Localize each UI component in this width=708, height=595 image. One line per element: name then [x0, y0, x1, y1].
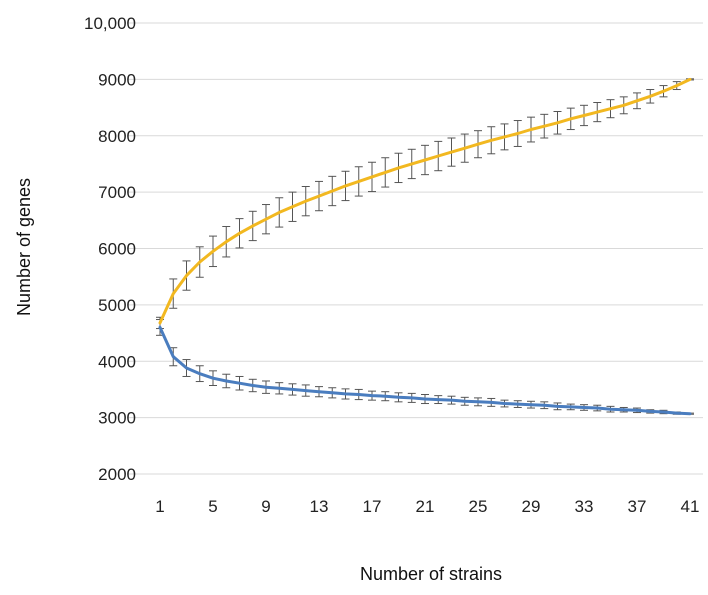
x-tick-label: 5 [208, 497, 217, 516]
x-tick-label: 37 [628, 497, 647, 516]
x-tick-label: 25 [469, 497, 488, 516]
x-tick-label: 29 [522, 497, 541, 516]
y-tick-label: 7000 [98, 183, 136, 202]
x-tick-label: 13 [310, 497, 329, 516]
x-tick-label: 17 [363, 497, 382, 516]
y-tick-label: 10,000 [84, 14, 136, 33]
x-tick-label: 41 [681, 497, 700, 516]
x-tick-label: 33 [575, 497, 594, 516]
x-tick-labels: 1 5 9 13 17 21 25 29 33 37 41 [155, 497, 699, 516]
y-tick-label: 6000 [98, 240, 136, 259]
x-tick-label: 21 [416, 497, 435, 516]
x-tick-label: 9 [261, 497, 270, 516]
pan-genome-line [158, 77, 692, 325]
y-tick-label: 8000 [98, 127, 136, 146]
y-tick-label: 4000 [98, 352, 136, 371]
y-tick-label: 9000 [98, 70, 136, 89]
x-tick-label: 1 [155, 497, 164, 516]
y-tick-label: 3000 [98, 409, 136, 428]
error-bars [156, 78, 694, 415]
y-tick-labels: 2000 3000 4000 5000 6000 7000 8000 9000 10,000 [84, 14, 136, 484]
core-genome-line [158, 325, 692, 416]
gridlines [128, 22, 703, 475]
y-tick-label: 2000 [98, 465, 136, 484]
x-axis-title: Number of strains [360, 564, 502, 584]
y-axis-title: Number of genes [14, 178, 34, 316]
y-tick-label: 5000 [98, 296, 136, 315]
series-lines [158, 77, 692, 416]
